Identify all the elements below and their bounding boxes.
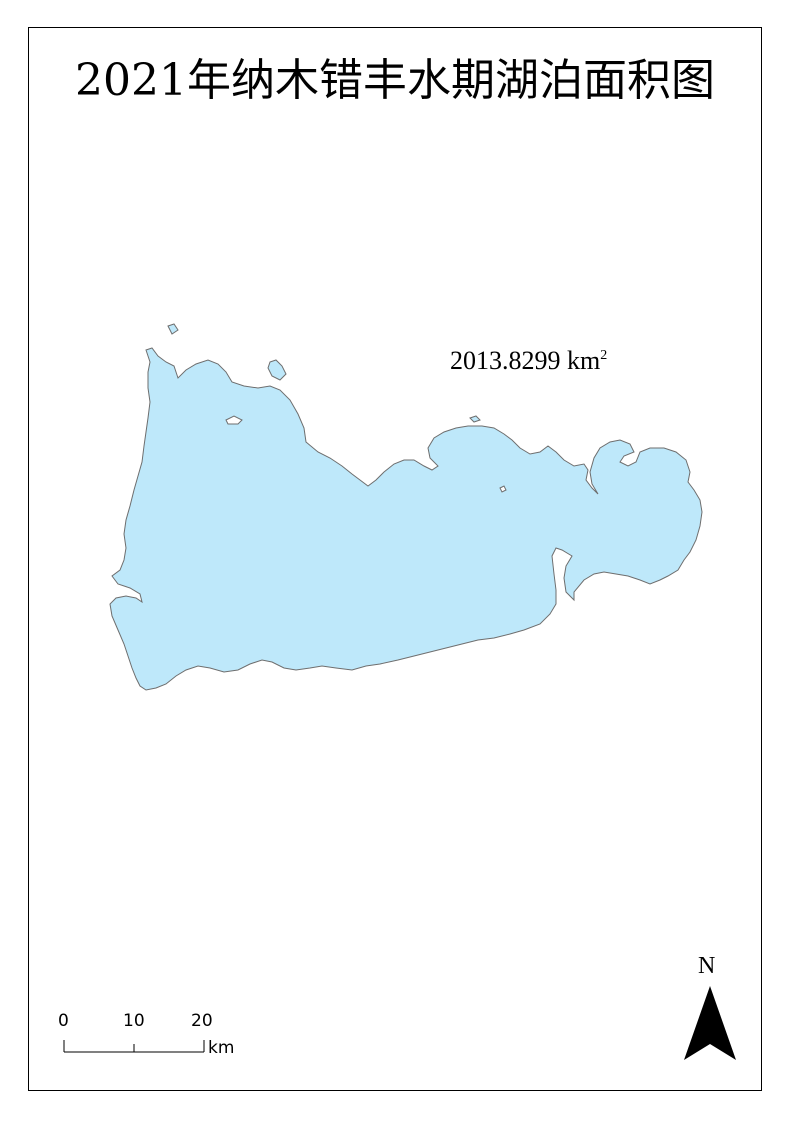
lake-area-label: 2013.8299 km2: [450, 346, 607, 376]
small-lake-polygon: [469, 415, 481, 423]
area-value: 2013.8299 km: [450, 346, 601, 375]
scale-bar: [63, 1040, 205, 1053]
small-lake-polygon: [267, 359, 287, 381]
scale-tick-label-0: 0: [58, 1011, 69, 1031]
north-label: N: [698, 953, 716, 979]
north-arrow-icon: [684, 986, 736, 1060]
lake-polygon: [109, 347, 703, 691]
scale-tick-label-10: 10: [123, 1011, 145, 1031]
small-lake-polygon: [167, 323, 179, 335]
area-unit-superscript: 2: [600, 348, 608, 363]
island-feature: [499, 485, 507, 493]
scale-unit-label: km: [208, 1038, 235, 1058]
map-title: 2021年纳木错丰水期湖泊面积图: [75, 55, 715, 106]
scale-tick-label-20: 20: [191, 1011, 213, 1031]
island-feature: [225, 415, 243, 425]
map-frame: [28, 27, 762, 1091]
